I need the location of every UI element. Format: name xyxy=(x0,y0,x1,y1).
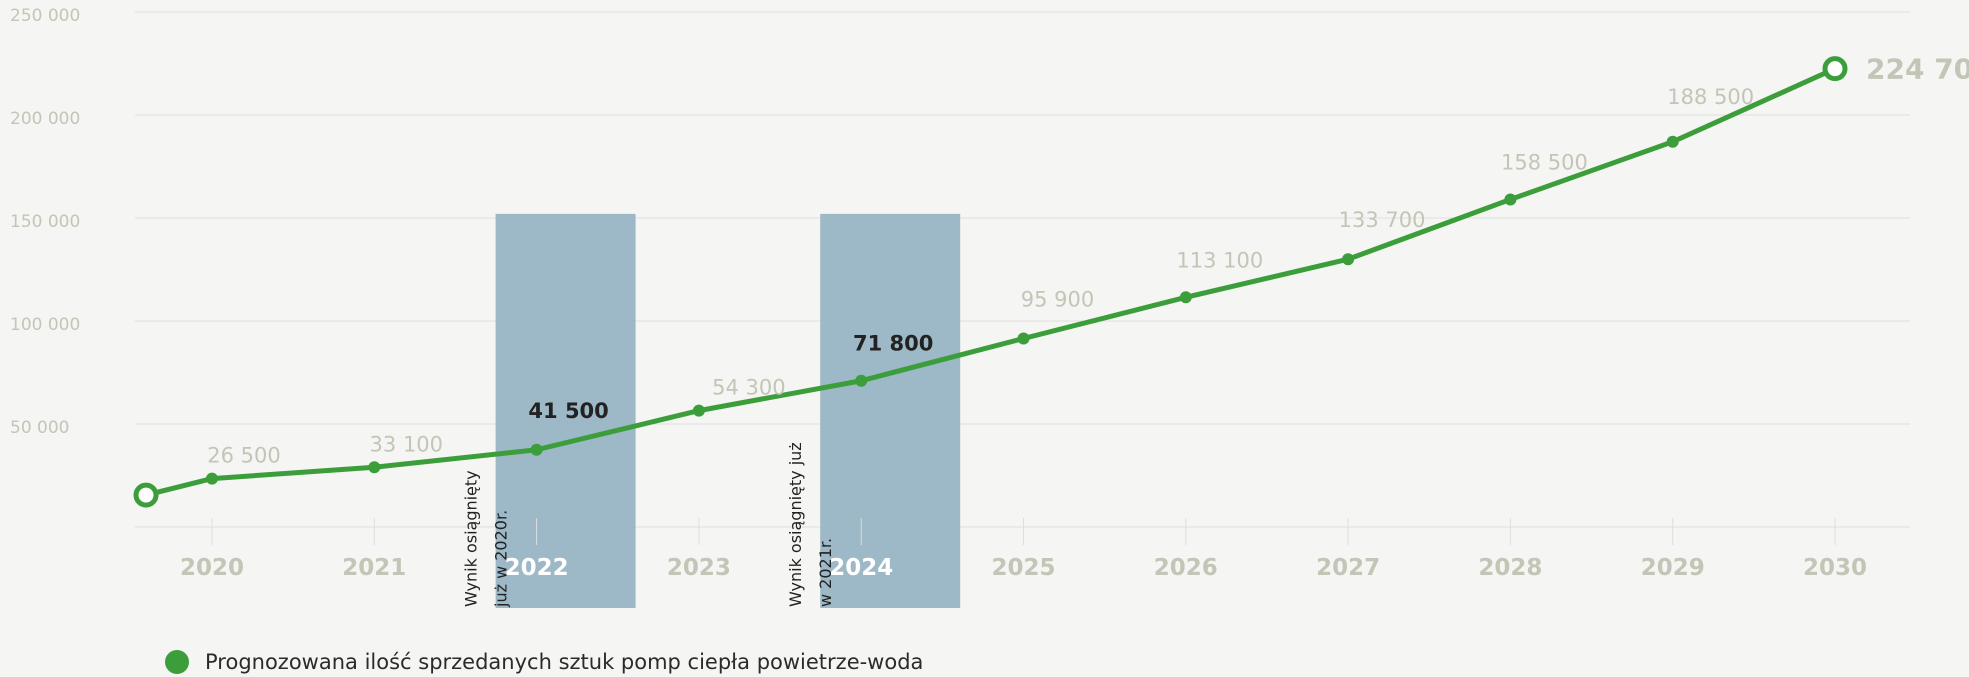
bar-annotation: w 2021r. xyxy=(816,538,835,607)
x-tick-label: 2027 xyxy=(1316,555,1380,581)
y-tick-label: 200 000 xyxy=(10,109,80,129)
y-tick-label: 50 000 xyxy=(10,418,69,438)
end-point-marker xyxy=(1822,56,1848,82)
data-point xyxy=(1017,332,1030,345)
start-point-marker xyxy=(133,482,159,508)
x-tick-label: 2020 xyxy=(180,555,244,581)
legend: Prognozowana ilość sprzedanych sztuk pom… xyxy=(165,650,923,674)
highlight-bar xyxy=(820,213,961,608)
data-point xyxy=(368,461,381,474)
bar-annotation: Wynik osiągnięty xyxy=(462,470,481,607)
legend-label: Prognozowana ilość sprzedanych sztuk pom… xyxy=(205,650,924,674)
data-label: 26 500 xyxy=(207,444,280,468)
data-point xyxy=(1666,135,1679,148)
y-axis-ticks: 250 000 200 000 150 000 100 000 50 000 xyxy=(10,6,80,438)
data-label: 113 100 xyxy=(1176,248,1263,272)
data-point xyxy=(206,472,218,485)
data-label: 33 100 xyxy=(370,432,443,456)
x-tick-label: 2026 xyxy=(1154,555,1218,581)
data-point xyxy=(1342,253,1355,266)
x-tick-label: 2030 xyxy=(1803,555,1867,581)
series-line xyxy=(133,56,1848,508)
data-label: 41 500 xyxy=(528,399,608,423)
series-path xyxy=(145,66,1837,498)
data-point xyxy=(855,374,868,387)
annotations: Wynik osiągnięty już w 2020r. Wynik osiągn… xyxy=(462,442,836,608)
highlight-bar xyxy=(495,213,636,608)
data-label: 95 900 xyxy=(1021,288,1094,312)
x-axis-ticks: 2020 2021 2022 2023 2024 2025 2026 2027 2028 2029… xyxy=(180,518,1867,581)
x-tick-label: 2029 xyxy=(1641,555,1705,581)
grid-lines xyxy=(135,11,1910,528)
y-tick-label: 250 000 xyxy=(10,6,80,26)
data-labels: 26 500 33 100 41 500 54 300 71 800 95 900 113 … xyxy=(207,53,1969,468)
x-tick-label: 2028 xyxy=(1478,555,1542,581)
data-label: 158 500 xyxy=(1501,150,1588,174)
data-label: 54 300 xyxy=(712,376,785,400)
data-label: 224 700 xyxy=(1866,53,1969,86)
data-label: 133 700 xyxy=(1339,208,1426,232)
bar-annotation: już w 2020r. xyxy=(492,510,511,608)
bar-annotation: Wynik osiągnięty już xyxy=(786,442,805,607)
y-tick-label: 100 000 xyxy=(10,315,80,335)
x-tick-label: 2021 xyxy=(342,555,406,581)
y-tick-label: 150 000 xyxy=(10,212,80,232)
x-tick-label: 2025 xyxy=(991,555,1055,581)
legend-marker xyxy=(165,650,189,674)
x-tick-label: 2024 xyxy=(829,555,893,581)
x-tick-label: 2022 xyxy=(505,555,569,581)
data-point xyxy=(692,404,705,417)
data-point xyxy=(530,443,543,456)
data-label: 188 500 xyxy=(1667,85,1754,109)
x-tick-label: 2023 xyxy=(667,555,731,581)
data-point xyxy=(1179,291,1192,304)
data-label: 71 800 xyxy=(853,332,933,356)
data-point xyxy=(1504,193,1517,206)
highlight-bars xyxy=(495,213,961,608)
